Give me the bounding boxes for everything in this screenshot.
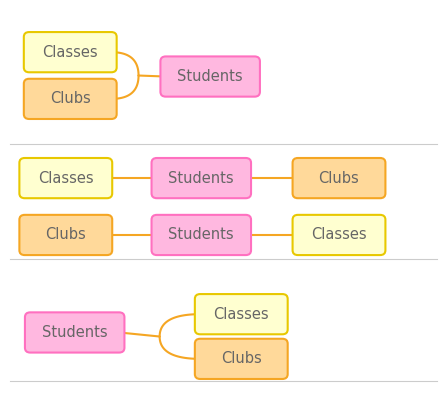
FancyBboxPatch shape: [24, 79, 117, 119]
FancyBboxPatch shape: [195, 339, 288, 379]
Text: Students: Students: [42, 325, 107, 340]
Text: Classes: Classes: [214, 307, 269, 322]
FancyBboxPatch shape: [24, 32, 117, 72]
Text: Clubs: Clubs: [46, 227, 86, 243]
Text: Students: Students: [169, 171, 234, 186]
Text: Clubs: Clubs: [319, 171, 359, 186]
Text: Students: Students: [177, 69, 243, 84]
Text: Classes: Classes: [38, 171, 93, 186]
Text: Clubs: Clubs: [50, 91, 91, 106]
FancyBboxPatch shape: [195, 294, 288, 334]
Text: Clubs: Clubs: [221, 351, 261, 366]
Text: Students: Students: [169, 227, 234, 243]
FancyBboxPatch shape: [293, 158, 385, 198]
FancyBboxPatch shape: [19, 158, 112, 198]
Text: Classes: Classes: [42, 45, 98, 60]
Text: Classes: Classes: [311, 227, 367, 243]
FancyBboxPatch shape: [25, 312, 124, 353]
FancyBboxPatch shape: [160, 56, 260, 97]
FancyBboxPatch shape: [19, 215, 112, 255]
FancyBboxPatch shape: [152, 215, 251, 255]
FancyBboxPatch shape: [293, 215, 385, 255]
FancyBboxPatch shape: [152, 158, 251, 198]
